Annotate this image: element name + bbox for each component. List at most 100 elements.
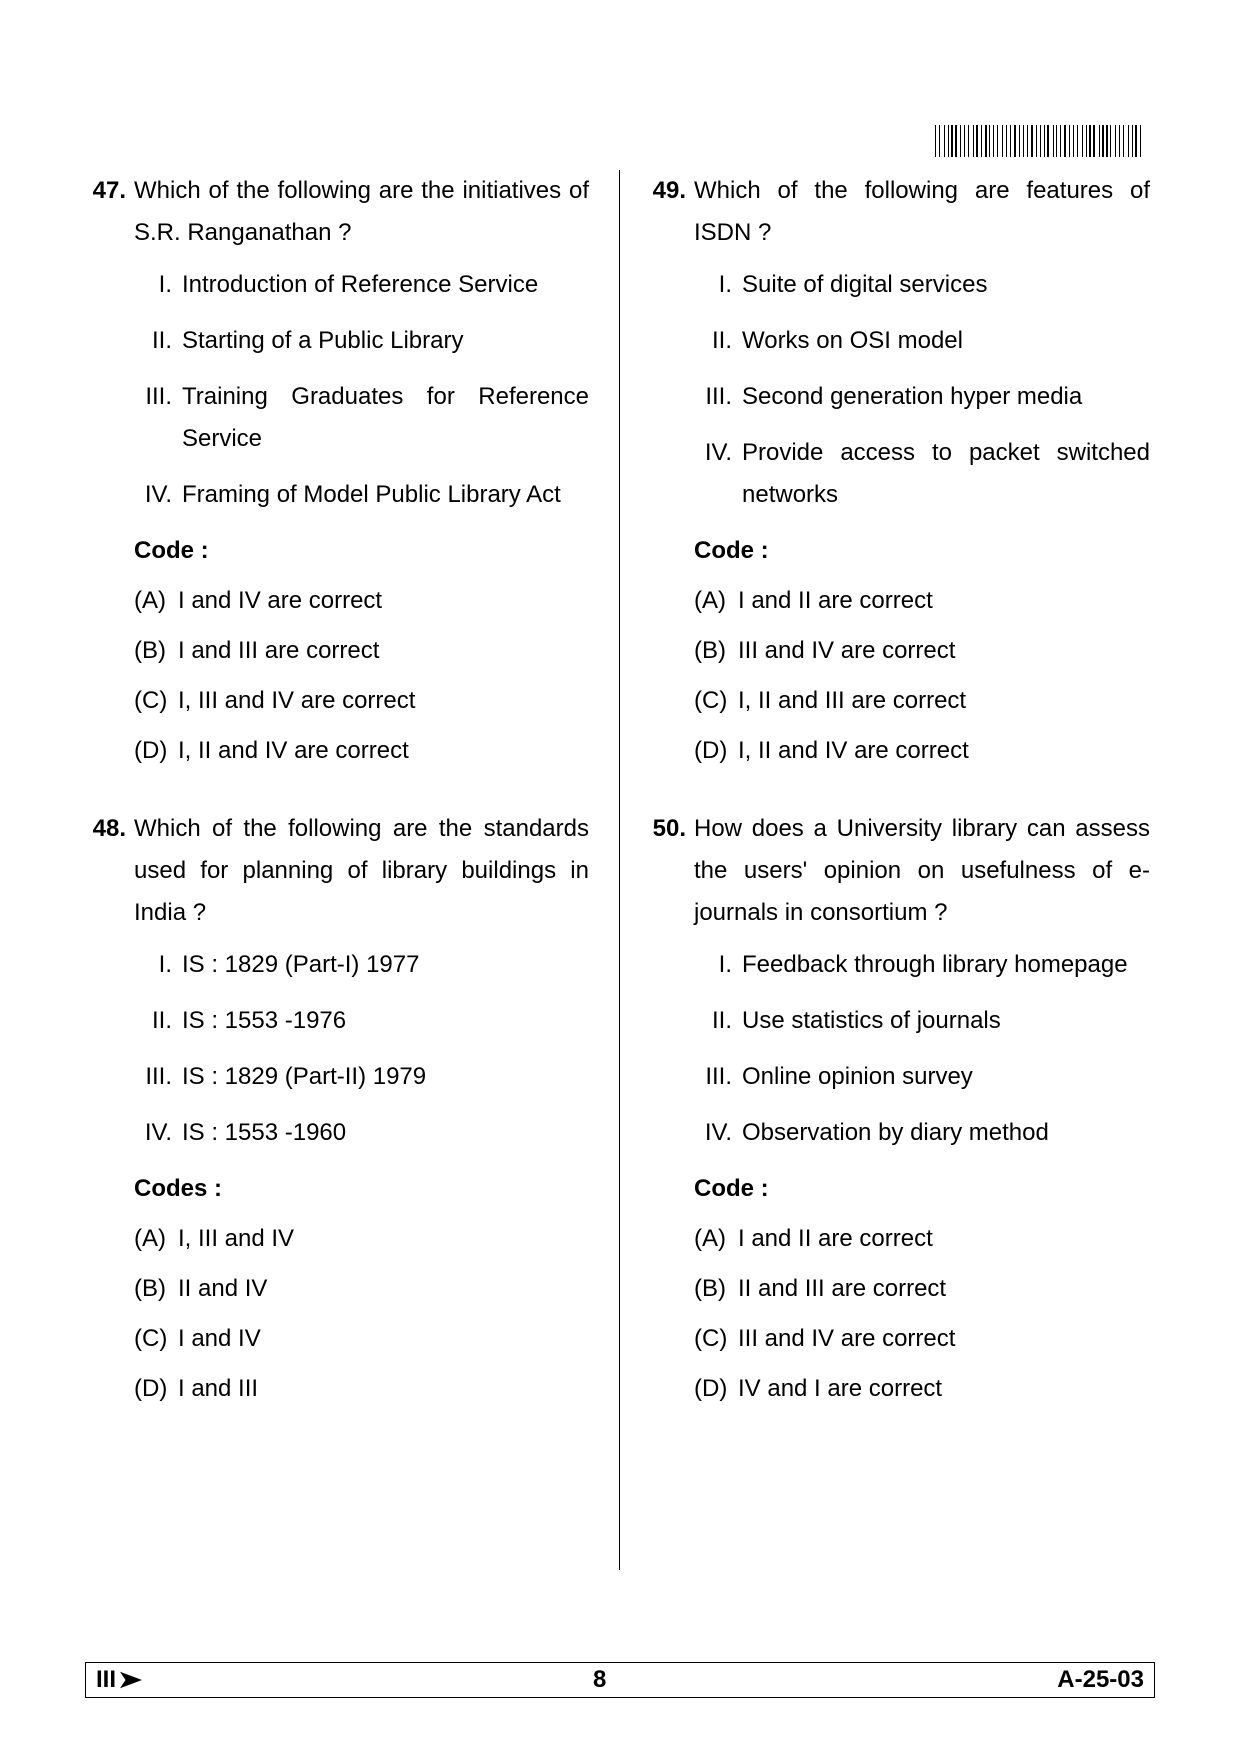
roman-item: IV.Framing of Model Public Library Act xyxy=(134,474,589,516)
left-column: 47.Which of the following are the initia… xyxy=(90,170,620,1570)
code-label: Code : xyxy=(134,530,589,572)
code-label: Code : xyxy=(694,1168,1150,1210)
roman-text: Observation by diary method xyxy=(742,1112,1150,1154)
option-label: (A) xyxy=(694,1218,738,1260)
question-number: 48. xyxy=(90,808,134,850)
option-label: (D) xyxy=(694,730,738,772)
content-columns: 47.Which of the following are the initia… xyxy=(90,170,1150,1570)
option-text: I, III and IV are correct xyxy=(178,680,589,722)
option-label: (A) xyxy=(134,1218,178,1260)
option-label: (A) xyxy=(134,580,178,622)
option-label: (B) xyxy=(694,1268,738,1310)
option-item: (A)I and II are correct xyxy=(694,1218,1150,1260)
option-text: III and IV are correct xyxy=(738,1318,1150,1360)
roman-label: I. xyxy=(134,944,182,986)
right-column: 49.Which of the following are features o… xyxy=(620,170,1150,1570)
roman-item: I.Introduction of Reference Service xyxy=(134,264,589,306)
option-text: I, III and IV xyxy=(178,1218,589,1260)
roman-label: IV. xyxy=(134,1112,182,1154)
roman-label: III. xyxy=(134,1056,182,1098)
roman-item: III.Second generation hyper media xyxy=(694,376,1150,418)
roman-label: IV. xyxy=(694,1112,742,1154)
paper-code: A-25-03 xyxy=(1057,1666,1144,1694)
option-label: (C) xyxy=(134,1318,178,1360)
option-label: (B) xyxy=(694,630,738,672)
roman-item: I.IS : 1829 (Part-I) 1977 xyxy=(134,944,589,986)
roman-list: I.Feedback through library homepage II.Us… xyxy=(694,944,1150,1154)
option-item: (B)III and IV are correct xyxy=(694,630,1150,672)
option-text: I and II are correct xyxy=(738,580,1150,622)
paper-series: III xyxy=(96,1666,116,1694)
option-item: (C)I and IV xyxy=(134,1318,589,1360)
question-number: 49. xyxy=(650,170,694,212)
roman-label: I. xyxy=(134,264,182,306)
roman-text: Framing of Model Public Library Act xyxy=(182,474,589,516)
roman-text: IS : 1553 -1960 xyxy=(182,1112,589,1154)
code-label: Code : xyxy=(694,530,1150,572)
roman-item: II.Use statistics of journals xyxy=(694,1000,1150,1042)
roman-text: Introduction of Reference Service xyxy=(182,264,589,306)
page-number: 8 xyxy=(593,1666,606,1694)
option-label: (A) xyxy=(694,580,738,622)
roman-text: Online opinion survey xyxy=(742,1056,1150,1098)
question-stem: Which of the following are features of I… xyxy=(694,170,1150,254)
roman-text: Feedback through library homepage xyxy=(742,944,1150,986)
option-text: I, II and IV are correct xyxy=(178,730,589,772)
question-stem: Which of the following are the initiativ… xyxy=(134,170,589,254)
question-number: 47. xyxy=(90,170,134,212)
roman-label: III. xyxy=(694,376,742,418)
option-text: I and IV xyxy=(178,1318,589,1360)
option-label: (C) xyxy=(134,680,178,722)
roman-item: III.Training Graduates for Reference Ser… xyxy=(134,376,589,460)
roman-label: II. xyxy=(134,320,182,362)
roman-text: Use statistics of journals xyxy=(742,1000,1150,1042)
question: 50.How does a University library can ass… xyxy=(650,808,1150,1410)
option-list: (A)I, III and IV(B)II and IV(C)I and IV(… xyxy=(134,1218,589,1410)
option-label: (D) xyxy=(694,1368,738,1410)
roman-item: IV.Observation by diary method xyxy=(694,1112,1150,1154)
roman-item: I.Feedback through library homepage xyxy=(694,944,1150,986)
roman-text: Suite of digital services xyxy=(742,264,1150,306)
roman-label: II. xyxy=(694,1000,742,1042)
option-text: I and II are correct xyxy=(738,1218,1150,1260)
roman-label: III. xyxy=(134,376,182,418)
roman-item: IV.Provide access to packet switched net… xyxy=(694,432,1150,516)
option-text: I, II and IV are correct xyxy=(738,730,1150,772)
roman-text: Works on OSI model xyxy=(742,320,1150,362)
option-text: I and III are correct xyxy=(178,630,589,672)
option-item: (D)IV and I are correct xyxy=(694,1368,1150,1410)
code-label: Codes : xyxy=(134,1168,589,1210)
roman-item: III.Online opinion survey xyxy=(694,1056,1150,1098)
roman-item: II.Starting of a Public Library xyxy=(134,320,589,362)
option-text: II and III are correct xyxy=(738,1268,1150,1310)
roman-item: III.IS : 1829 (Part-II) 1979 xyxy=(134,1056,589,1098)
roman-text: Training Graduates for Reference Service xyxy=(182,376,589,460)
option-item: (D)I, II and IV are correct xyxy=(134,730,589,772)
roman-label: I. xyxy=(694,264,742,306)
option-text: III and IV are correct xyxy=(738,630,1150,672)
question: 48.Which of the following are the standa… xyxy=(90,808,589,1410)
option-item: (A)I, III and IV xyxy=(134,1218,589,1260)
roman-text: IS : 1553 -1976 xyxy=(182,1000,589,1042)
question-header: 47.Which of the following are the initia… xyxy=(90,170,589,254)
option-list: (A)I and II are correct(B)III and IV are… xyxy=(694,580,1150,772)
option-text: I and IV are correct xyxy=(178,580,589,622)
page-footer: III 8 A-25-03 xyxy=(85,1662,1155,1698)
option-item: (C)III and IV are correct xyxy=(694,1318,1150,1360)
option-label: (C) xyxy=(694,680,738,722)
question: 49.Which of the following are features o… xyxy=(650,170,1150,772)
exam-page: 47.Which of the following are the initia… xyxy=(0,0,1240,1754)
option-text: II and IV xyxy=(178,1268,589,1310)
roman-label: II. xyxy=(694,320,742,362)
option-item: (C)I, II and III are correct xyxy=(694,680,1150,722)
roman-list: I.Suite of digital servicesII.Works on O… xyxy=(694,264,1150,516)
roman-label: IV. xyxy=(694,432,742,474)
roman-text: Provide access to packet switched networ… xyxy=(742,432,1150,516)
roman-label: III. xyxy=(694,1056,742,1098)
question: 47.Which of the following are the initia… xyxy=(90,170,589,772)
option-text: I and III xyxy=(178,1368,589,1410)
question-header: 50.How does a University library can ass… xyxy=(650,808,1150,934)
roman-text: Starting of a Public Library xyxy=(182,320,589,362)
option-item: (D)I and III xyxy=(134,1368,589,1410)
option-label: (C) xyxy=(694,1318,738,1360)
